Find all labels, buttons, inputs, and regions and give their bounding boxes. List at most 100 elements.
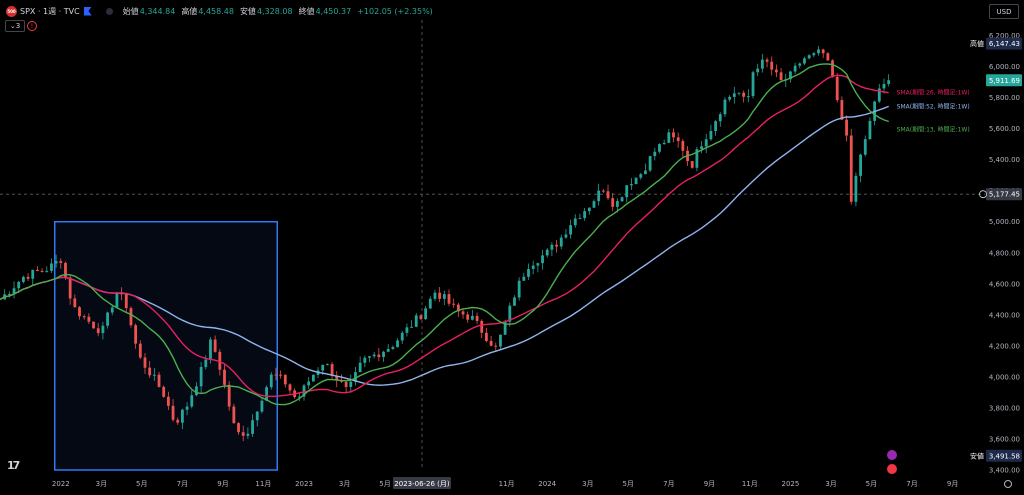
candle-down: [138, 343, 142, 358]
candle-down: [68, 277, 72, 299]
x-tick-label: 9月: [947, 480, 958, 488]
candle-down: [40, 271, 44, 273]
x-tick-label: 11月: [499, 480, 515, 488]
last-price-badge: [986, 74, 1022, 87]
flag-icon[interactable]: [83, 6, 92, 16]
x-tick-label: 11月: [255, 480, 271, 488]
high-value-badge: [986, 37, 1022, 50]
candle-down: [770, 61, 774, 70]
x-tick-label: 5月: [136, 480, 147, 488]
candle-up: [195, 386, 198, 396]
plus-icon: [979, 190, 987, 199]
candle-up: [648, 156, 652, 171]
candle-down: [774, 69, 778, 73]
candle-up: [630, 184, 633, 186]
candle-down: [438, 292, 442, 299]
indicator-toggle-button[interactable]: ⌄ 3: [5, 20, 25, 32]
candle-down: [148, 367, 152, 376]
candle-down: [849, 135, 853, 202]
candle-up: [868, 120, 872, 140]
candle-up: [414, 315, 418, 327]
candle-down: [681, 141, 685, 151]
candle-up: [597, 190, 601, 202]
candle-down: [124, 294, 128, 309]
x-tick-label: 9月: [217, 480, 228, 488]
candle-up: [709, 131, 713, 140]
candle-up: [531, 265, 535, 270]
us-flag-event-icon: [887, 464, 897, 474]
y-tick-label: 4,000.00: [989, 373, 1020, 381]
candle-up: [564, 234, 568, 238]
candle-up: [882, 83, 886, 89]
candle-down: [129, 308, 133, 326]
candle-up: [106, 312, 109, 326]
candle-down: [82, 316, 86, 318]
candle-up: [325, 364, 329, 366]
sma52-label: SMA(期間:52, 時間足:1W): [897, 102, 970, 110]
candle-up: [358, 362, 362, 373]
x-tick-label: 7月: [177, 480, 188, 488]
candle-down: [78, 307, 81, 317]
candle-down: [419, 315, 423, 320]
candle-up: [704, 139, 708, 147]
candle-down: [157, 374, 161, 387]
x-tick-label: 5月: [622, 480, 633, 488]
x-tick-label: 3月: [339, 480, 350, 488]
candle-up: [756, 68, 760, 73]
candle-up: [550, 244, 554, 250]
x-tick-label: 2024: [538, 480, 556, 488]
y-tick-label: 5,000.00: [989, 218, 1020, 226]
candle-up: [803, 58, 806, 64]
candle-down: [845, 119, 848, 136]
candle-up: [302, 385, 306, 397]
candle-up: [620, 197, 624, 202]
candle-down: [73, 298, 77, 308]
candle-down: [335, 375, 339, 381]
candle-down: [835, 77, 839, 101]
tradingview-logo-icon[interactable]: 17: [7, 459, 20, 472]
candle-up: [700, 146, 703, 150]
candle-down: [96, 328, 100, 334]
high-value-label: 6,147.43: [989, 40, 1020, 48]
candle-up: [185, 406, 189, 410]
crosshair-price-label: 5,177.45: [989, 191, 1020, 199]
indicator-count: 3: [15, 22, 21, 30]
exclamation-icon[interactable]: !: [27, 21, 37, 31]
candle-up: [428, 298, 432, 309]
candle-up: [714, 121, 718, 132]
chevron-down-icon: ⌄: [9, 22, 16, 30]
candle-down: [447, 294, 451, 304]
high-label: 高値: [181, 6, 198, 16]
sma13-line: [0, 63, 889, 406]
open-label: 始値: [122, 6, 139, 16]
y-tick-label: 3,400.00: [989, 467, 1020, 475]
low-value: 4,328.08: [256, 6, 293, 16]
candle-up: [536, 263, 540, 266]
candle-up: [854, 175, 858, 202]
candle-up: [400, 332, 404, 341]
candle-up: [442, 294, 446, 299]
candle-up: [54, 261, 58, 264]
candle-up: [152, 374, 156, 376]
candle-up: [578, 218, 582, 220]
candle-up: [573, 218, 577, 226]
candle-down: [452, 303, 456, 305]
candle-down: [330, 364, 334, 376]
y-tick-label: 3,600.00: [989, 435, 1020, 443]
change-value: +102.05 (+2.35%): [357, 6, 433, 16]
symbol-title[interactable]: SPX · 1週 · TVC: [20, 6, 80, 16]
crosshair-date-label: 2023-06-26 (月): [394, 480, 450, 488]
candle-up: [508, 305, 512, 322]
y-tick-label: 4,400.00: [989, 311, 1020, 319]
candle-down: [36, 269, 39, 272]
candle-up: [559, 237, 563, 247]
currency-selector[interactable]: USD: [989, 4, 1019, 19]
x-tick-label: 3月: [96, 480, 107, 488]
candle-down: [461, 311, 465, 315]
candle-down: [765, 59, 769, 62]
candle-up: [363, 357, 367, 363]
x-tick-label: 7月: [663, 480, 674, 488]
candle-up: [265, 387, 268, 401]
